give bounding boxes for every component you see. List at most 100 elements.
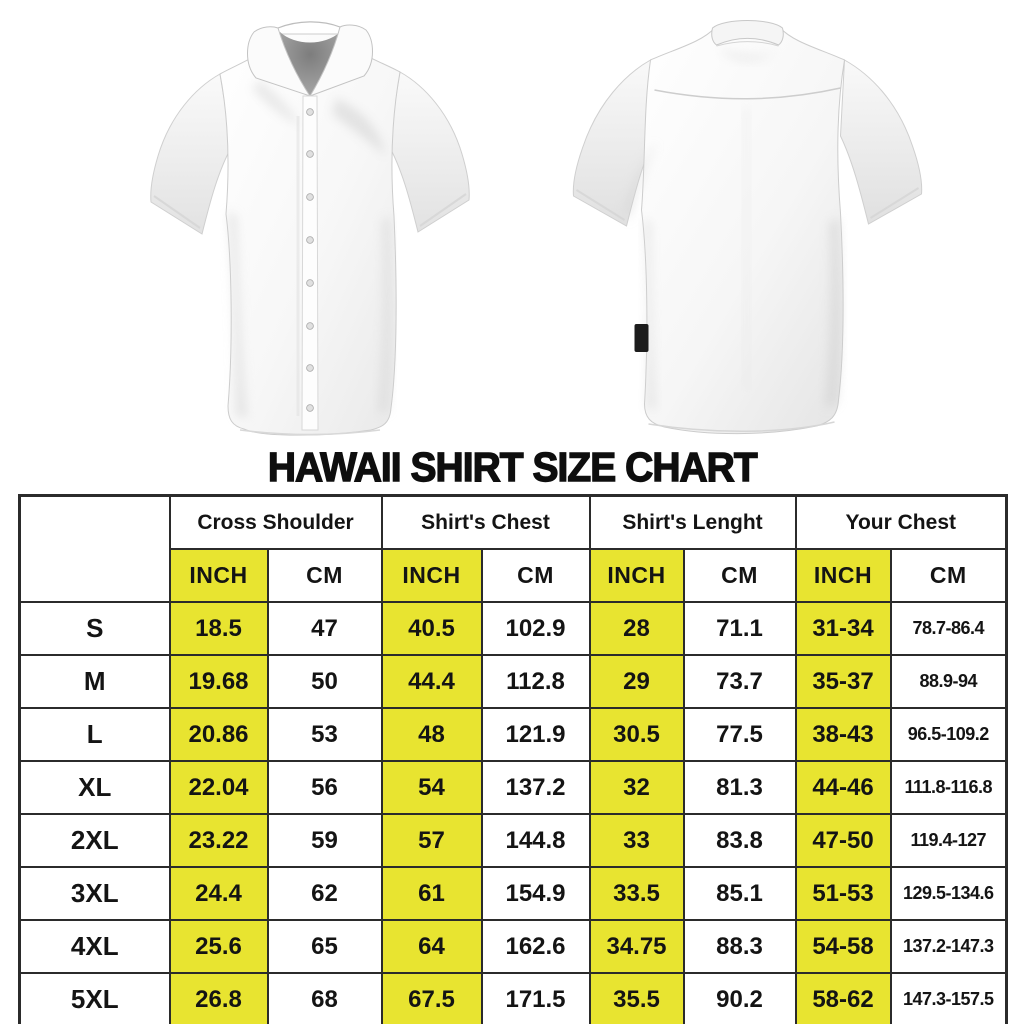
table-row: M 19.68 50 44.4 112.8 29 73.7 35-37 88.9-94 xyxy=(18,654,1008,709)
unit-header-inch: INCH xyxy=(794,548,892,603)
shirt-back-image xyxy=(572,20,923,435)
size-label: 2XL xyxy=(18,813,171,868)
size-label: L xyxy=(18,707,171,762)
inch-value: 33.5 xyxy=(588,866,685,921)
size-label: 5XL xyxy=(18,972,171,1024)
unit-header-cm: CM xyxy=(480,548,591,603)
cm-value: 162.6 xyxy=(480,919,591,974)
table-row: XL 22.04 56 54 137.2 32 81.3 44-46 111.8-116.8 xyxy=(18,760,1008,815)
group-header-your-chest: Your Chest xyxy=(794,494,1008,550)
back-body xyxy=(624,27,846,435)
table-row: 5XL 26.8 68 67.5 171.5 35.5 90.2 58-62 147.3-157… xyxy=(18,972,1008,1024)
shirt-front-image xyxy=(150,21,470,436)
size-label: 4XL xyxy=(18,919,171,974)
cm-value: 59 xyxy=(266,813,383,868)
inch-value: 58-62 xyxy=(794,972,892,1024)
cm-value: 85.1 xyxy=(682,866,797,921)
cm-value: 62 xyxy=(266,866,383,921)
inch-value: 38-43 xyxy=(794,707,892,762)
size-label: M xyxy=(18,654,171,709)
cm-value: 88.3 xyxy=(682,919,797,974)
cm-value: 68 xyxy=(266,972,383,1024)
cm-value: 77.5 xyxy=(682,707,797,762)
inch-value: 19.68 xyxy=(168,654,269,709)
table-row: L 20.86 53 48 121.9 30.5 77.5 38-43 96.5-109.2 xyxy=(18,707,1008,762)
inch-value: 22.04 xyxy=(168,760,269,815)
unit-header-cm: CM xyxy=(266,548,383,603)
cm-value: 154.9 xyxy=(480,866,591,921)
back-collar-band xyxy=(711,20,784,47)
group-header-shirts-chest: Shirt's Chest xyxy=(380,494,591,550)
cm-value: 90.2 xyxy=(682,972,797,1024)
cm-value: 137.2 xyxy=(480,760,591,815)
unit-header-inch: INCH xyxy=(380,548,483,603)
cm-value: 121.9 xyxy=(480,707,591,762)
inch-value: 64 xyxy=(380,919,483,974)
table-body: S 18.5 47 40.5 102.9 28 71.1 31-34 78.7-86.4 M 19.… xyxy=(18,601,1008,1024)
inch-value: 35.5 xyxy=(588,972,685,1024)
back-right-sleeve xyxy=(839,59,923,225)
inch-value: 57 xyxy=(380,813,483,868)
inch-value: 61 xyxy=(380,866,483,921)
inch-value: 34.75 xyxy=(588,919,685,974)
cm-value: 81.3 xyxy=(682,760,797,815)
inch-value: 44-46 xyxy=(794,760,892,815)
table-row: 2XL 23.22 59 57 144.8 33 83.8 47-50 119.4-127 xyxy=(18,813,1008,868)
table-row: S 18.5 47 40.5 102.9 28 71.1 31-34 78.7-86.4 xyxy=(18,601,1008,656)
cm-value: 112.8 xyxy=(480,654,591,709)
cm-value: 171.5 xyxy=(480,972,591,1024)
cm-value: 137.2-147.3 xyxy=(889,919,1008,974)
unit-header-cm: CM xyxy=(889,548,1008,603)
page-title: HAWAII SHIRT SIZE CHART xyxy=(267,443,758,490)
cm-value: 96.5-109.2 xyxy=(889,707,1008,762)
cm-value: 47 xyxy=(266,601,383,656)
front-buttons xyxy=(306,108,314,412)
cm-value: 50 xyxy=(266,654,383,709)
inch-value: 26.8 xyxy=(168,972,269,1024)
inch-value: 18.5 xyxy=(168,601,269,656)
inch-value: 47-50 xyxy=(794,813,892,868)
cm-value: 56 xyxy=(266,760,383,815)
cm-value: 111.8-116.8 xyxy=(889,760,1008,815)
inch-value: 48 xyxy=(380,707,483,762)
inch-value: 35-37 xyxy=(794,654,892,709)
corner-cell xyxy=(18,494,171,603)
inch-value: 54 xyxy=(380,760,483,815)
cm-value: 129.5-134.6 xyxy=(889,866,1008,921)
cm-value: 119.4-127 xyxy=(889,813,1008,868)
inch-value: 29 xyxy=(588,654,685,709)
size-label: S xyxy=(18,601,171,656)
size-label: XL xyxy=(18,760,171,815)
front-button-placket xyxy=(296,95,319,431)
inch-value: 54-58 xyxy=(794,919,892,974)
cm-value: 102.9 xyxy=(480,601,591,656)
group-header-cross-shoulder: Cross Shoulder xyxy=(168,494,383,550)
inch-value: 24.4 xyxy=(168,866,269,921)
cm-value: 53 xyxy=(266,707,383,762)
group-header-row: Cross Shoulder Shirt's Chest Shirt's Len… xyxy=(18,494,1008,603)
front-left-sleeve xyxy=(150,73,233,235)
cm-value: 144.8 xyxy=(480,813,591,868)
table-row: 3XL 24.4 62 61 154.9 33.5 85.1 51-53 129.5-134.6 xyxy=(18,866,1008,921)
inch-value: 32 xyxy=(588,760,685,815)
inch-value: 67.5 xyxy=(380,972,483,1024)
cm-value: 73.7 xyxy=(682,654,797,709)
cm-value: 71.1 xyxy=(682,601,797,656)
inch-value: 31-34 xyxy=(794,601,892,656)
back-hem-tag xyxy=(634,324,649,352)
inch-value: 51-53 xyxy=(794,866,892,921)
group-header-shirts-length: Shirt's Lenght xyxy=(588,494,797,550)
unit-header-row: INCH CM INCH CM INCH CM INCH CM xyxy=(20,548,1008,603)
cm-value: 147.3-157.5 xyxy=(889,972,1008,1024)
front-collar xyxy=(247,21,373,97)
inch-value: 33 xyxy=(588,813,685,868)
unit-header-inch: INCH xyxy=(168,548,269,603)
size-chart-table: Cross Shoulder Shirt's Chest Shirt's Len… xyxy=(18,494,1009,1024)
inch-value: 23.22 xyxy=(168,813,269,868)
unit-header-inch: INCH xyxy=(588,548,685,603)
inch-value: 30.5 xyxy=(588,707,685,762)
size-label: 3XL xyxy=(18,866,171,921)
inch-value: 25.6 xyxy=(168,919,269,974)
front-right-sleeve xyxy=(387,71,470,233)
